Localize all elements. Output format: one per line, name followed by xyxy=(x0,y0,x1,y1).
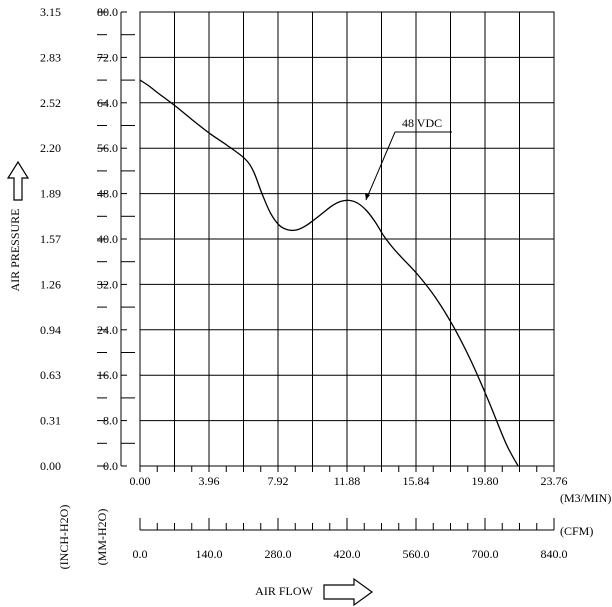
x-primary-tick-label: 11.88 xyxy=(334,474,361,488)
x-secondary-tick-label: 140.0 xyxy=(196,547,223,561)
y-axis-title: AIR PRESSURE xyxy=(8,208,22,291)
y-secondary-tick-label: 2.20 xyxy=(40,141,61,155)
y-secondary-tick-label: 0.63 xyxy=(40,368,61,382)
x-secondary-tick-label: 840.0 xyxy=(541,547,568,561)
x-primary-tick-label: 19.80 xyxy=(472,474,499,488)
y-secondary-tick-label: 2.52 xyxy=(40,96,61,110)
x-primary-tick-label: 7.92 xyxy=(268,474,289,488)
y-primary-tick-label: 56.0 xyxy=(97,141,118,155)
y-primary-tick-label: 40.0 xyxy=(97,232,118,246)
right-arrow-icon xyxy=(323,577,374,607)
x-primary-unit-label: (M3/MIN) xyxy=(560,491,611,505)
tick-labels: 0.0 8.0 16.0 24.0 32.0 40.0 48.0 56.0 64.0 72.0 80… xyxy=(40,5,568,561)
y-primary-tick-label: 16.0 xyxy=(97,368,118,382)
y-secondary-tick-label: 2.83 xyxy=(40,50,61,64)
curve-label-pointer xyxy=(365,131,396,201)
y-secondary-tick-label: 0.00 xyxy=(40,459,61,473)
x-axis-title: AIR FLOW xyxy=(255,584,313,598)
y-secondary-tick-label: 0.31 xyxy=(40,414,61,428)
x-secondary-tick-label: 700.0 xyxy=(472,547,499,561)
y-primary-tick-label: 24.0 xyxy=(97,323,118,337)
x-secondary-tick-label: 280.0 xyxy=(265,547,292,561)
curve-label-arrowhead xyxy=(365,193,370,200)
y-secondary-tick-label: 0.94 xyxy=(40,323,61,337)
up-arrow-icon xyxy=(6,160,30,201)
x-secondary-tick-label: 0.0 xyxy=(133,547,148,561)
axes xyxy=(97,11,555,531)
x-primary-tick-label: 15.84 xyxy=(403,474,430,488)
y-primary-unit-label: (MM-H2O) xyxy=(95,509,109,566)
grid xyxy=(140,12,554,466)
y-primary-tick-label: 64.0 xyxy=(97,96,118,110)
x-secondary-unit-label: (CFM) xyxy=(560,524,593,538)
y-secondary-tick-label: 3.15 xyxy=(40,5,61,19)
x-primary-tick-label: 23.76 xyxy=(541,474,568,488)
y-primary-tick-label: 0.0 xyxy=(103,459,118,473)
y-primary-tick-label: 8.0 xyxy=(103,414,118,428)
y-secondary-unit-label: (INCH-H2O) xyxy=(57,505,71,570)
x-primary-tick-label: 3.96 xyxy=(199,474,220,488)
x-primary-tick-label: 0.00 xyxy=(130,474,151,488)
y-primary-tick-label: 80.0 xyxy=(97,5,118,19)
x-secondary-tick-label: 420.0 xyxy=(334,547,361,561)
y-primary-tick-label: 48.0 xyxy=(97,187,118,201)
curve-label: 48 VDC xyxy=(402,116,442,130)
y-primary-tick-label: 32.0 xyxy=(97,277,118,291)
y-secondary-tick-label: 1.57 xyxy=(40,232,61,246)
y-primary-tick-label: 72.0 xyxy=(97,50,118,64)
series-line-48vdc xyxy=(139,79,519,467)
x-secondary-tick-label: 560.0 xyxy=(403,547,430,561)
curve-layer xyxy=(139,79,519,467)
y-secondary-tick-label: 1.89 xyxy=(40,187,61,201)
y-secondary-tick-label: 1.26 xyxy=(40,277,61,291)
